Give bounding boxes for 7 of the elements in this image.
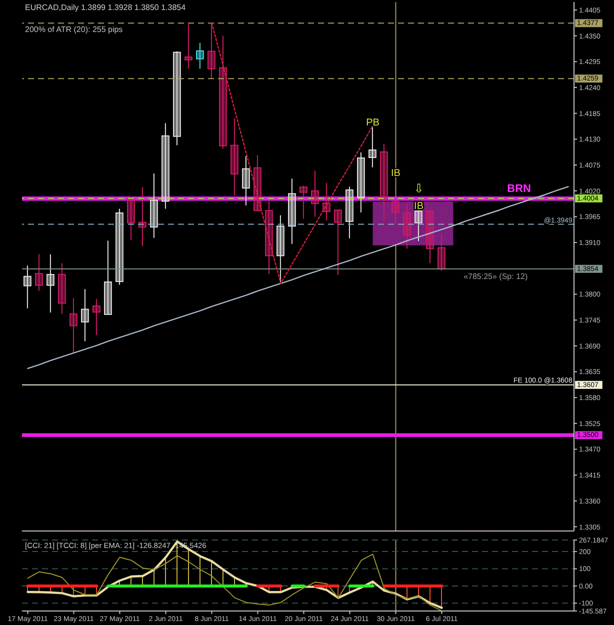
annotation: 200% of ATR (20): 255 pips (25, 25, 124, 35)
annotation: ⇩ (414, 182, 424, 196)
chart-title: EURCAD,Daily 1.3899 1.3928 1.3850 1.3854 (25, 3, 186, 13)
annotation: PB (366, 116, 380, 128)
annotation: IB (414, 200, 424, 212)
annotation: BRN (507, 183, 532, 196)
annotation: «785:25» (Sp: 12) (464, 272, 528, 281)
